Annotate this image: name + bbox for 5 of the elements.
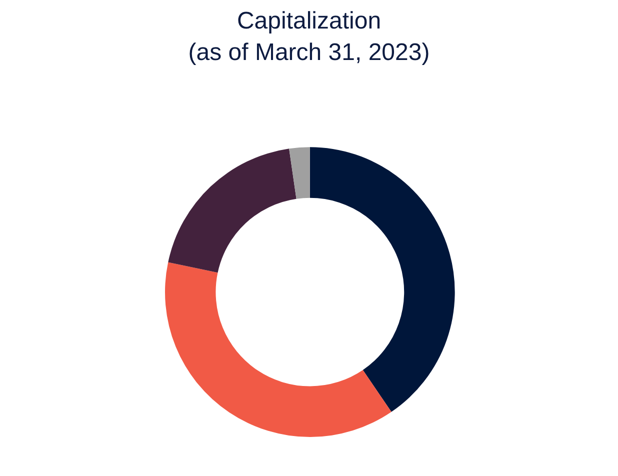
- donut-slice: [289, 147, 310, 199]
- donut-slice: [168, 148, 296, 273]
- donut-slice: [165, 262, 392, 437]
- donut-slice: [310, 147, 455, 412]
- chart-title: Capitalization (as of March 31, 2023): [188, 8, 430, 66]
